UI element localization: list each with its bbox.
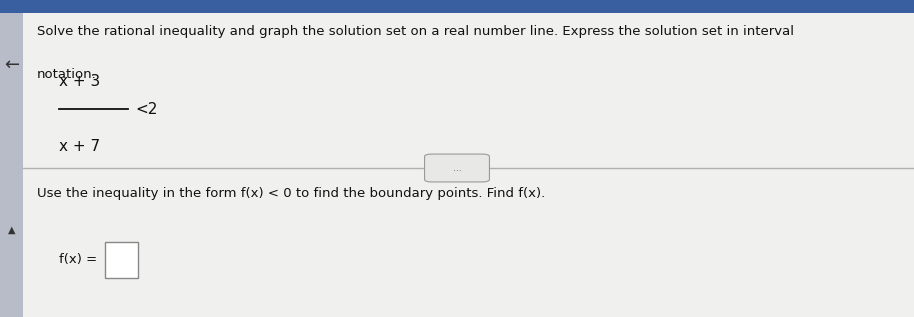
Bar	[0, 168, 23, 317]
Text: Solve the rational inequality and graph the solution set on a real number line. : Solve the rational inequality and graph …	[37, 25, 793, 38]
Text: x + 3: x + 3	[59, 74, 101, 89]
Bar	[0, 13, 23, 168]
Bar	[0, 13, 914, 168]
Text: ▲: ▲	[7, 225, 16, 235]
Bar	[0, 168, 914, 317]
FancyBboxPatch shape	[105, 242, 138, 278]
Text: notation.: notation.	[37, 68, 96, 81]
Text: Use the inequality in the form f(x) < 0 to find the boundary points. Find f(x).: Use the inequality in the form f(x) < 0 …	[37, 187, 545, 200]
Text: ←: ←	[4, 56, 19, 74]
Text: ...: ...	[452, 164, 462, 172]
Bar	[0, 0, 914, 13]
Text: x + 7: x + 7	[59, 139, 101, 154]
Text: <2: <2	[135, 102, 157, 117]
FancyBboxPatch shape	[424, 154, 490, 182]
Text: f(x) =: f(x) =	[59, 253, 98, 267]
